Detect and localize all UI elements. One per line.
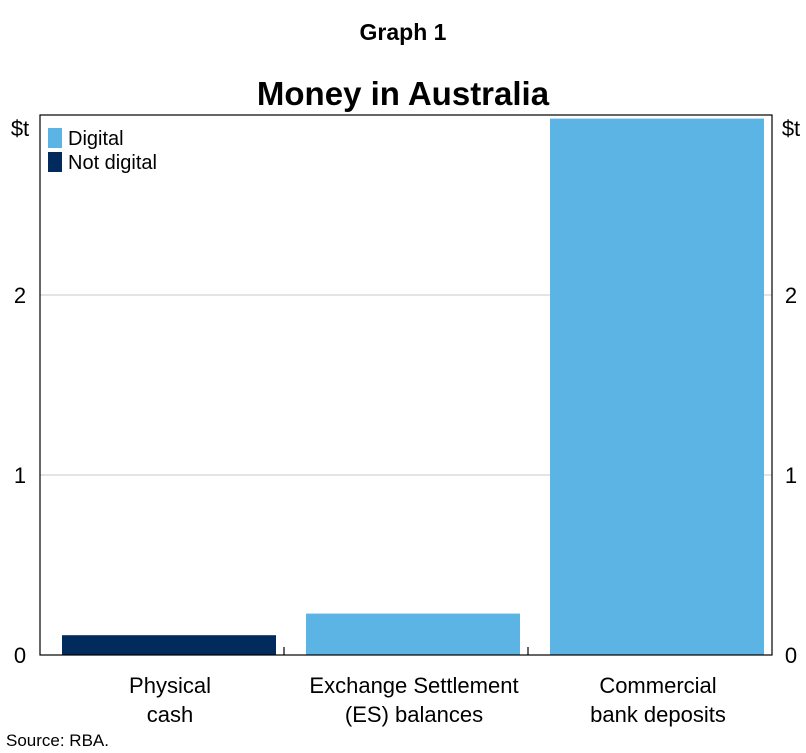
y-tick-label-left: 1 xyxy=(14,463,26,488)
y-tick-label-left: 0 xyxy=(14,643,26,668)
legend-label: Digital xyxy=(68,128,124,150)
plot-frame xyxy=(39,114,773,656)
legend-swatch xyxy=(48,128,62,148)
y-unit-right: $t xyxy=(782,116,800,141)
y-axis-left-ticks: 0 1 2 xyxy=(14,283,26,668)
legend-label: Not digital xyxy=(68,152,157,174)
bar xyxy=(306,613,520,655)
category-label: Exchange Settlement xyxy=(309,673,518,698)
legend-swatch xyxy=(48,152,62,172)
category-label: bank deposits xyxy=(590,702,726,727)
category-label: (ES) balances xyxy=(345,702,483,727)
y-tick-label-right: 1 xyxy=(785,463,797,488)
x-tick-marks xyxy=(283,647,529,655)
y-axis-right-ticks: 0 1 2 xyxy=(785,283,797,668)
y-unit-left: $t xyxy=(11,116,29,141)
y-tick-label-right: 0 xyxy=(785,643,797,668)
source-note: Source: RBA. xyxy=(6,731,109,750)
chart-title: Money in Australia xyxy=(257,75,550,112)
bar xyxy=(62,635,276,655)
graph-label: Graph 1 xyxy=(360,19,447,45)
y-tick-label-left: 2 xyxy=(14,283,26,308)
category-label: cash xyxy=(147,702,193,727)
bars xyxy=(62,118,764,656)
category-labels: Physical cash Exchange Settlement (ES) bala… xyxy=(129,673,726,727)
bar xyxy=(550,118,764,656)
category-label: Commercial xyxy=(599,673,716,698)
category-label: Physical xyxy=(129,673,211,698)
y-tick-label-right: 2 xyxy=(785,283,797,308)
